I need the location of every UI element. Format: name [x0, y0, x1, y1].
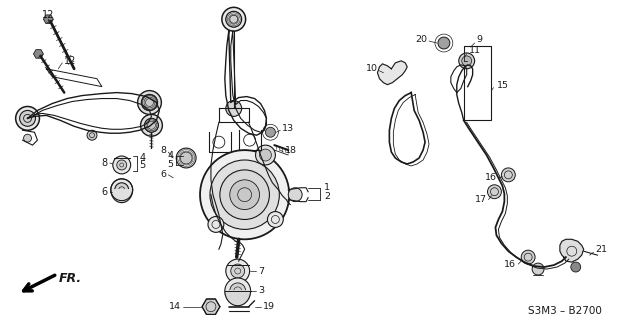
Text: 18: 18 — [285, 146, 297, 155]
Polygon shape — [202, 299, 220, 315]
Circle shape — [532, 263, 544, 275]
Circle shape — [289, 188, 302, 202]
Text: 2: 2 — [324, 192, 330, 201]
Circle shape — [230, 283, 246, 299]
Circle shape — [521, 250, 535, 264]
Circle shape — [462, 56, 471, 66]
Circle shape — [571, 262, 581, 272]
Circle shape — [268, 212, 283, 228]
Circle shape — [24, 134, 31, 142]
Circle shape — [117, 160, 127, 170]
Circle shape — [145, 118, 159, 132]
Text: 4: 4 — [140, 153, 146, 163]
Circle shape — [255, 145, 275, 165]
Text: 9: 9 — [476, 35, 483, 44]
Polygon shape — [225, 291, 250, 306]
Circle shape — [87, 130, 97, 140]
Text: 14: 14 — [169, 302, 181, 311]
Circle shape — [176, 148, 196, 168]
Polygon shape — [34, 50, 43, 58]
Text: 6: 6 — [161, 170, 166, 180]
Circle shape — [200, 150, 289, 239]
Circle shape — [208, 217, 224, 232]
Text: 16: 16 — [505, 260, 516, 268]
Circle shape — [180, 152, 192, 164]
Circle shape — [266, 127, 275, 137]
Circle shape — [225, 11, 241, 27]
Polygon shape — [560, 239, 583, 262]
Text: 12: 12 — [42, 10, 55, 20]
Text: 10: 10 — [366, 64, 378, 73]
Text: FR.: FR. — [58, 272, 82, 285]
Text: 4: 4 — [168, 150, 173, 160]
Circle shape — [113, 156, 131, 174]
Circle shape — [220, 170, 269, 220]
Circle shape — [16, 107, 39, 130]
Text: 8: 8 — [102, 158, 108, 168]
Circle shape — [230, 180, 259, 210]
Text: 20: 20 — [415, 35, 427, 44]
Circle shape — [501, 168, 515, 182]
Circle shape — [210, 160, 280, 229]
Circle shape — [487, 185, 501, 199]
Text: 12: 12 — [64, 56, 76, 66]
Circle shape — [438, 37, 450, 49]
Text: 6: 6 — [102, 187, 108, 197]
Circle shape — [225, 278, 250, 304]
Text: 5: 5 — [140, 160, 146, 170]
Polygon shape — [378, 61, 407, 85]
Circle shape — [115, 183, 129, 197]
Circle shape — [222, 7, 246, 31]
Text: 7: 7 — [259, 267, 264, 276]
Circle shape — [111, 179, 132, 201]
Text: 13: 13 — [282, 124, 294, 133]
Polygon shape — [111, 190, 132, 203]
Text: 16: 16 — [485, 173, 496, 182]
Text: 5: 5 — [168, 160, 173, 170]
Circle shape — [225, 100, 241, 116]
Bar — [464, 46, 492, 120]
Circle shape — [138, 91, 161, 114]
Text: 1: 1 — [324, 183, 330, 192]
Circle shape — [141, 95, 157, 110]
Text: S3M3 – B2700: S3M3 – B2700 — [528, 306, 602, 316]
Text: 21: 21 — [596, 245, 608, 254]
Text: 19: 19 — [262, 302, 275, 311]
Circle shape — [231, 264, 245, 278]
Circle shape — [459, 53, 475, 69]
Text: 17: 17 — [475, 195, 487, 204]
Polygon shape — [43, 15, 54, 24]
Text: 3: 3 — [259, 286, 264, 295]
Circle shape — [259, 149, 271, 161]
Circle shape — [20, 110, 36, 126]
Text: 11: 11 — [469, 46, 481, 55]
Circle shape — [225, 259, 250, 283]
Circle shape — [141, 114, 162, 136]
Text: 15: 15 — [496, 81, 508, 90]
Text: 8: 8 — [161, 146, 166, 155]
